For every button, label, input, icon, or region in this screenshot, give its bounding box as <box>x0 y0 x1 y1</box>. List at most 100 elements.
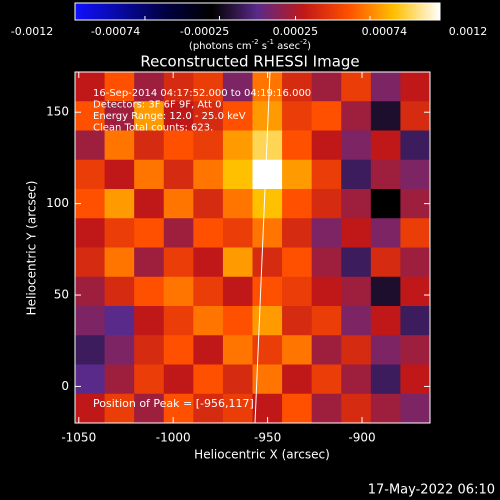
heatmap-cell <box>282 306 313 336</box>
heatmap-cell <box>341 218 372 248</box>
x-tick-label: -950 <box>254 431 281 445</box>
heatmap-cell <box>134 335 165 365</box>
heatmap-cell <box>370 393 401 424</box>
annotation: Energy Range: 12.0 - 25.0 keV <box>93 111 246 122</box>
heatmap-cell <box>370 101 401 131</box>
heatmap-cell <box>282 101 313 131</box>
heatmap-cell <box>75 218 106 248</box>
heatmap-cell <box>311 159 342 190</box>
heatmap-cell <box>341 276 372 307</box>
heatmap-cell <box>193 335 224 365</box>
heatmap-cell <box>163 393 194 424</box>
colorbar-tick-label: 0.00074 <box>362 25 408 38</box>
y-tick-label: 50 <box>54 288 69 302</box>
heatmap-cell <box>163 247 194 278</box>
x-tick-label: -1000 <box>156 431 191 445</box>
heatmap-cell <box>311 306 342 336</box>
units-part: -2 <box>300 38 307 46</box>
heatmap-cell <box>193 393 224 424</box>
heatmap-cell <box>193 189 224 219</box>
heatmap-cell <box>282 218 313 248</box>
heatmap-cell <box>104 189 135 219</box>
heatmap-cell <box>104 335 135 365</box>
heatmap-cell <box>134 101 165 131</box>
heatmap-cell <box>163 335 194 365</box>
heatmap-cell <box>104 159 135 190</box>
x-tick-label: -900 <box>348 431 375 445</box>
heatmap-cell <box>134 159 165 190</box>
heatmap-cell <box>193 159 224 190</box>
heatmap-cell <box>163 189 194 219</box>
heatmap-cell <box>222 101 253 131</box>
heatmap-cell <box>193 276 224 307</box>
heatmap-cell <box>282 393 313 424</box>
heatmap-cell <box>134 189 165 219</box>
heatmap-cell <box>104 247 135 278</box>
heatmap-cell <box>163 101 194 131</box>
heatmap-cell <box>252 276 283 307</box>
heatmap-cell <box>311 72 342 102</box>
heatmap-cell <box>370 159 401 190</box>
heatmap-cell <box>341 335 372 365</box>
peak-label: Position of Peak = [-956,117] <box>93 397 254 410</box>
heatmap-cell <box>311 276 342 307</box>
heatmap-cell <box>370 247 401 278</box>
plot-frame <box>74 71 431 424</box>
colorbar-units: (photons cm-2 s-1 asec-2) <box>189 38 311 52</box>
heatmap-cell <box>134 306 165 336</box>
heatmap-cell <box>282 247 313 278</box>
heatmap-cell <box>104 306 135 336</box>
colorbar-tick-label: 0.0012 <box>449 25 488 38</box>
heatmap-cell <box>163 130 194 161</box>
annotation: Clean Total counts: 623. <box>93 123 213 134</box>
heatmap-cell <box>104 364 135 395</box>
solar-limb <box>254 71 271 424</box>
heatmap-cell <box>104 101 135 131</box>
heatmap-cell <box>222 393 253 424</box>
heatmap-cell <box>193 364 224 395</box>
heatmap-cell <box>222 247 253 278</box>
heatmap-cell <box>222 218 253 248</box>
heatmap-cell <box>341 72 372 102</box>
heatmap-cell <box>282 335 313 365</box>
heatmap-cell <box>400 72 431 102</box>
colorbar <box>74 2 441 21</box>
heatmap-cell <box>104 393 135 424</box>
heatmap-cell <box>222 130 253 161</box>
heatmap-cell <box>222 189 253 219</box>
heatmap-cell <box>341 130 372 161</box>
heatmap-cell <box>193 101 224 131</box>
heatmap-cell <box>222 306 253 336</box>
heatmap-cell <box>252 189 283 219</box>
heatmap-cell <box>193 247 224 278</box>
heatmap-cell <box>252 218 283 248</box>
heatmap-cell <box>341 247 372 278</box>
heatmap-cell <box>75 276 106 307</box>
heatmap-cell <box>341 364 372 395</box>
y-tick-label: 150 <box>46 105 69 119</box>
heatmap-cell <box>400 247 431 278</box>
heatmap-cell <box>104 218 135 248</box>
heatmap-cell <box>75 101 106 131</box>
heatmap-cell <box>370 306 401 336</box>
colorbar-tick-label: -0.00074 <box>91 25 140 38</box>
y-tick-label: 0 <box>61 379 69 393</box>
heatmap-cell <box>134 218 165 248</box>
heatmap-cell <box>193 218 224 248</box>
units-part: -2 <box>252 38 259 46</box>
heatmap-cell <box>75 335 106 365</box>
x-tick-label: -1050 <box>61 431 96 445</box>
heatmap-cell <box>400 159 431 190</box>
heatmap-cell <box>134 393 165 424</box>
heatmap-cell <box>400 130 431 161</box>
units-part: asec <box>274 41 300 52</box>
heatmap-cell <box>163 159 194 190</box>
heatmap-cell <box>163 72 194 102</box>
units-part: ) <box>307 41 311 52</box>
heatmap-cell <box>282 276 313 307</box>
heatmap-cell <box>193 306 224 336</box>
heatmap-cell <box>311 130 342 161</box>
heatmap-cell <box>104 72 135 102</box>
heatmap-cell <box>400 101 431 131</box>
